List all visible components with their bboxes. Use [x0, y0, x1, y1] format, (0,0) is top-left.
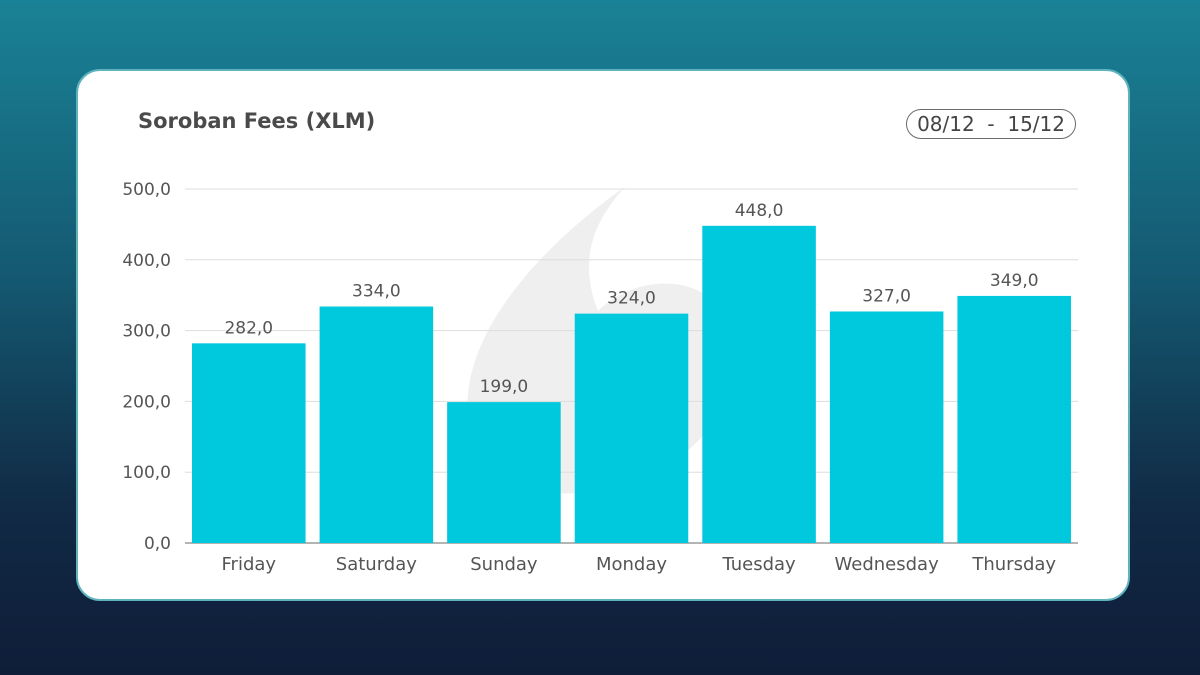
- chart-card: Soroban Fees (XLM) 08/12 - 15/12 0,0 100,…: [76, 69, 1130, 601]
- data-label: 282,0: [224, 318, 273, 338]
- y-tick-label: 100,0: [122, 463, 171, 483]
- bar-thursday: [957, 295, 1071, 543]
- bar-sunday: [447, 402, 561, 543]
- y-tick-label: 500,0: [122, 180, 171, 200]
- x-tick-label: Friday: [222, 554, 277, 575]
- data-label: 448,0: [735, 201, 784, 221]
- x-tick-label: Monday: [596, 554, 667, 575]
- bar-saturday: [319, 306, 434, 543]
- x-tick-label: Saturday: [336, 554, 417, 575]
- bar-tuesday: [702, 225, 816, 544]
- data-label: 324,0: [607, 289, 656, 309]
- data-label: 349,0: [990, 271, 1039, 291]
- x-tick-label: Wednesday: [835, 554, 940, 575]
- x-tick-label: Thursday: [971, 554, 1056, 575]
- data-label: 334,0: [352, 282, 401, 302]
- chart-title: Soroban Fees (XLM): [138, 109, 376, 133]
- y-tick-label: 0,0: [144, 534, 171, 554]
- bar-wednesday: [829, 311, 944, 543]
- date-range-badge: 08/12 - 15/12: [906, 109, 1076, 139]
- bar-friday: [192, 343, 306, 543]
- x-tick-label: Tuesday: [721, 554, 796, 575]
- y-tick-label: 200,0: [122, 392, 171, 412]
- y-tick-label: 300,0: [122, 322, 171, 342]
- bar-chart: 0,0 100,0 200,0 300,0 400,0 500,0 282,0 Friday 3…: [122, 180, 1078, 575]
- x-tick-label: Sunday: [470, 554, 538, 575]
- data-label: 199,0: [480, 377, 529, 397]
- y-tick-label: 400,0: [122, 251, 171, 271]
- data-label: 327,0: [862, 286, 911, 306]
- bar-monday: [574, 313, 689, 543]
